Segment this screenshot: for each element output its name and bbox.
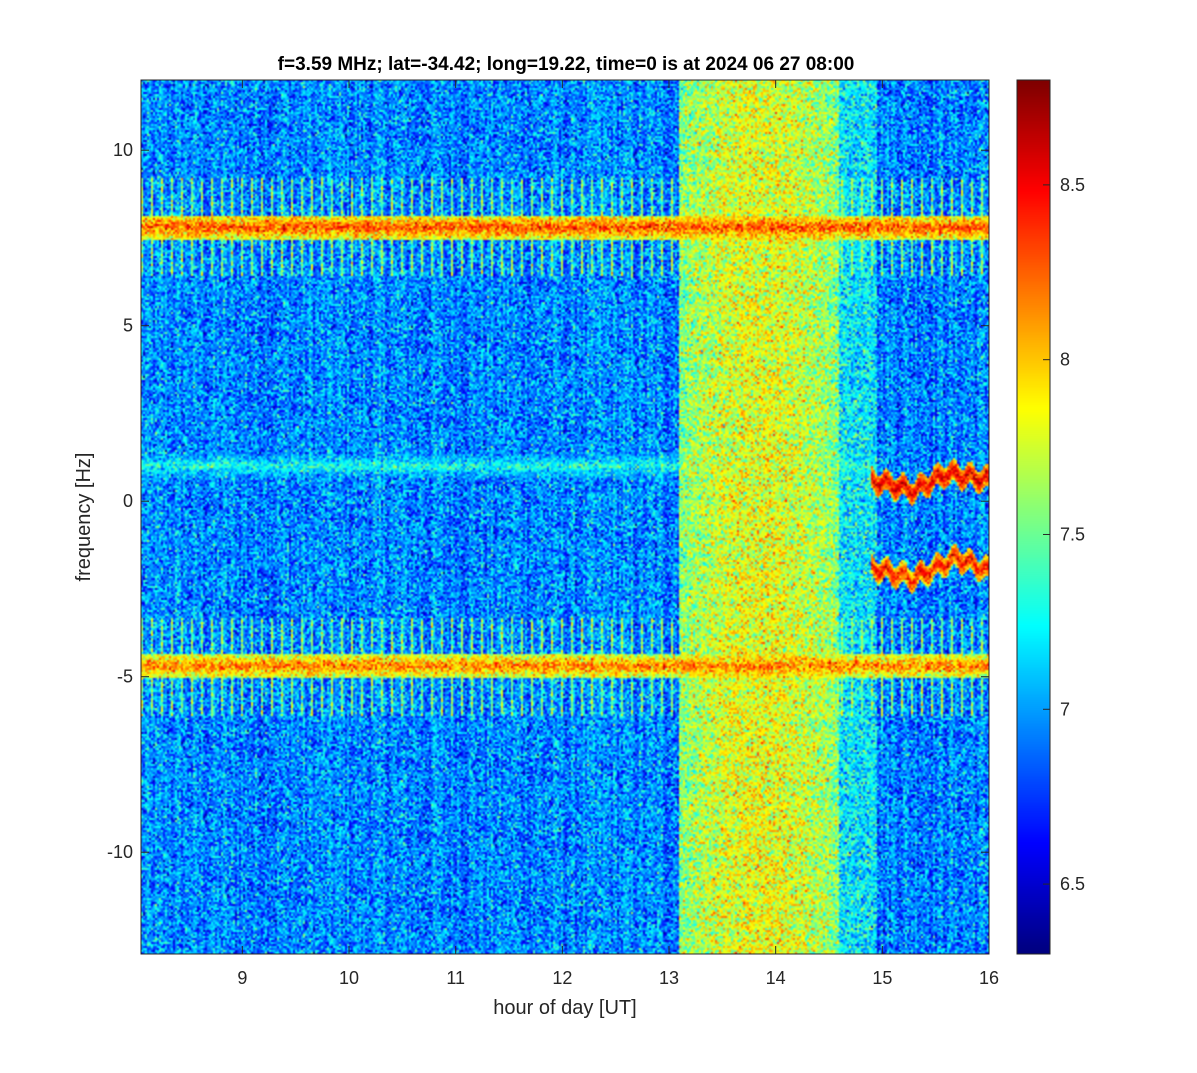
plot-frame <box>140 79 990 955</box>
y-tick-label: 0 <box>123 491 133 511</box>
colorbar-ticks: 6.5 7 7.5 8 8.5 <box>1043 175 1085 894</box>
chart-title: f=3.59 MHz; lat=-34.42; long=19.22, time… <box>278 54 855 75</box>
y-tick-label: 10 <box>113 140 133 160</box>
y-tick-label: -5 <box>117 667 133 687</box>
colorbar-tick-label: 7.5 <box>1060 524 1085 544</box>
x-tick-label: 11 <box>446 968 465 988</box>
heatmap-image <box>141 80 989 954</box>
colorbar-tick-label: 8 <box>1060 350 1070 370</box>
y-axis-label: frequency [Hz] <box>73 453 95 582</box>
colorbar-tick-label: 7 <box>1060 699 1070 719</box>
x-axis: 9 10 11 12 13 14 15 16 <box>237 80 999 988</box>
y-tick-label: 5 <box>123 316 133 336</box>
x-tick-label: 12 <box>552 968 572 988</box>
colorbar-tick-label: 6.5 <box>1060 874 1085 894</box>
x-tick-label: 14 <box>766 968 786 988</box>
x-tick-label: 9 <box>237 968 247 988</box>
colorbar-gradient <box>1017 80 1050 954</box>
x-tick-label: 16 <box>979 968 999 988</box>
x-tick-label: 15 <box>872 968 892 988</box>
x-tick-label: 13 <box>659 968 679 988</box>
y-axis: -10 -5 0 5 10 <box>107 140 989 862</box>
x-tick-label: 10 <box>339 968 359 988</box>
colorbar: 6.5 7 7.5 8 8.5 <box>1016 79 1085 955</box>
x-axis-label: hour of day [UT] <box>493 997 636 1019</box>
plot-area <box>140 79 990 955</box>
colorbar-frame <box>1016 79 1051 955</box>
colorbar-tick-label: 8.5 <box>1060 175 1085 195</box>
y-tick-label: -10 <box>107 842 133 862</box>
